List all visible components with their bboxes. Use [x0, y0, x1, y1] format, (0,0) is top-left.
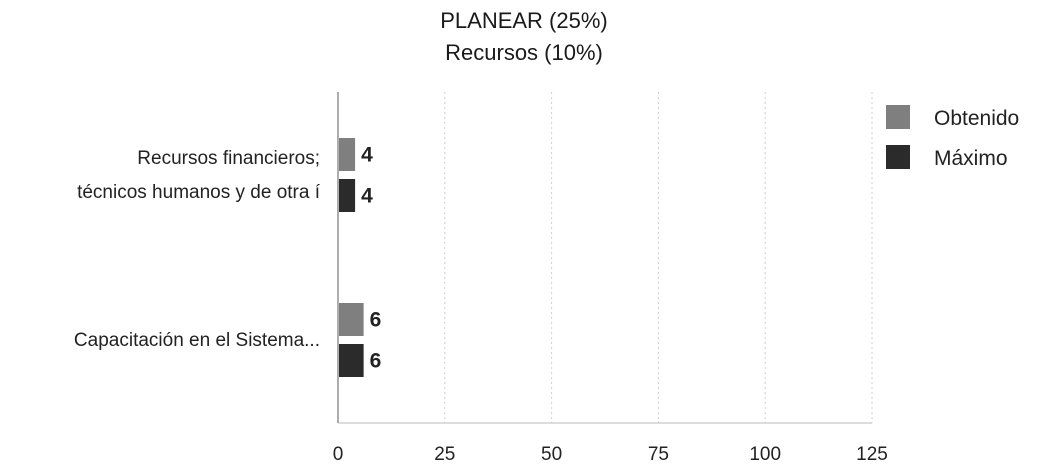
- data-label: 4: [361, 185, 373, 208]
- legend-swatch: [886, 145, 910, 169]
- x-tick-label: 100: [749, 444, 781, 465]
- x-tick-label: 125: [856, 444, 888, 465]
- category-label: Recursos financieros;: [137, 148, 320, 169]
- bar-máximo: [339, 344, 364, 377]
- legend-label: Obtenido: [934, 107, 1019, 130]
- data-label: 6: [370, 309, 382, 332]
- x-tick-label: 75: [648, 444, 669, 465]
- category-label: Capacitación en el Sistema...: [74, 330, 320, 351]
- x-tick-label: 25: [434, 444, 455, 465]
- legend-swatch: [886, 105, 910, 129]
- x-tick-label: 50: [541, 444, 562, 465]
- data-label: 4: [361, 144, 373, 167]
- x-tick-label: 0: [333, 444, 344, 465]
- bar-máximo: [339, 179, 356, 212]
- legend-label: Máximo: [934, 147, 1008, 170]
- bar-obtenido: [339, 138, 356, 171]
- category-label: técnicos humanos y de otra í: [77, 182, 321, 203]
- bar-obtenido: [339, 303, 364, 336]
- chart-subtitle: Recursos (10%): [445, 40, 603, 65]
- chart-title: PLANEAR (25%): [440, 8, 608, 33]
- data-label: 6: [370, 350, 382, 373]
